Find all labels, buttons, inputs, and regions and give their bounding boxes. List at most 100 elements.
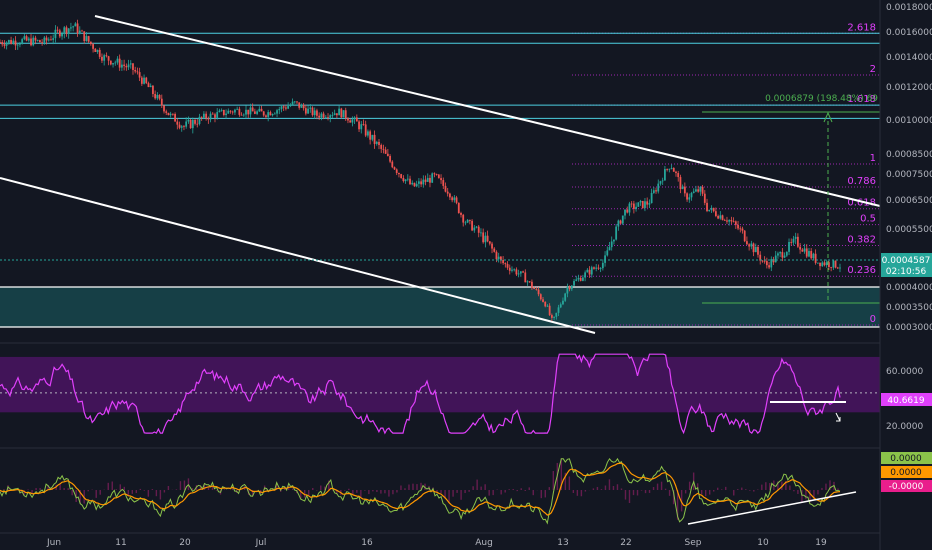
candle-body <box>225 113 227 115</box>
stoch-hist-bar <box>23 490 25 496</box>
candle-body <box>196 123 199 125</box>
stoch-hist-bar <box>580 490 583 497</box>
upper-trendline[interactable] <box>94 15 881 207</box>
candle-body <box>431 173 434 183</box>
time-tick-label: Jun <box>46 538 61 548</box>
candle-body <box>830 267 833 268</box>
candle-body <box>632 203 635 209</box>
stoch-hist-bar <box>420 482 422 490</box>
candle-body <box>630 203 633 205</box>
stoch-hist-bar <box>63 488 65 490</box>
candle-body <box>296 101 298 103</box>
stoch-hist-bar <box>608 479 611 490</box>
candle-body <box>136 71 139 73</box>
candle-body <box>76 23 79 34</box>
candle-body <box>236 108 239 110</box>
stoch-pane[interactable] <box>0 447 880 525</box>
candle-body <box>723 220 726 221</box>
candle-body <box>165 111 168 113</box>
candle-body <box>761 260 764 262</box>
stoch-trendline[interactable] <box>687 491 857 525</box>
candle-body <box>351 119 354 123</box>
candle-body <box>329 115 332 118</box>
rsi-pane[interactable] <box>0 342 880 435</box>
stoch-hist-bar <box>829 480 831 490</box>
stoch-hist-bar <box>147 490 150 497</box>
stoch-hist-bar <box>809 490 811 503</box>
candle-body <box>453 197 456 201</box>
candle-body <box>644 201 646 209</box>
candle-body <box>96 49 99 53</box>
stoch-hist-bar <box>35 488 37 490</box>
candle-body <box>519 271 522 274</box>
candle-body <box>759 254 762 261</box>
stoch-hist-bar <box>504 490 506 493</box>
candle-body <box>774 255 777 263</box>
candle-body <box>238 108 241 115</box>
price-pane[interactable]: 2.618 2 1.618 1 0.786 0.618 0.5 0.382 0.236 0 0.0… <box>0 15 881 334</box>
candle-body <box>249 107 252 115</box>
stoch-hist-bar <box>448 490 450 503</box>
candle-body <box>779 252 782 254</box>
stoch-hist-bar <box>640 490 643 491</box>
candle-body <box>127 64 130 68</box>
time-axis[interactable]: Jun 11 20 Jul 16 Aug 13 22 Sep 10 19 <box>46 538 827 548</box>
candle-body <box>304 108 307 114</box>
projection-tool[interactable]: 0.0006879 (198.48%) 69 <box>702 94 880 304</box>
candle-body <box>344 110 347 119</box>
candle-body <box>114 62 117 64</box>
candle-body <box>143 77 145 84</box>
stoch-hist-bar <box>444 490 446 499</box>
stoch-hist-bar <box>512 489 514 490</box>
candle-body <box>293 101 296 103</box>
stoch-hist-bar <box>336 490 338 495</box>
candle-body <box>473 227 476 231</box>
candle-body <box>191 119 194 129</box>
candle-body <box>338 108 341 116</box>
candle-body <box>209 113 212 120</box>
stoch-hist-bar <box>596 486 599 490</box>
stoch-hist-bar <box>700 490 703 495</box>
candle-body <box>355 117 358 122</box>
candle-body <box>757 246 759 255</box>
candle-body <box>398 172 400 175</box>
candle-body <box>482 232 485 243</box>
candle-body <box>78 30 81 34</box>
candle-body <box>555 312 558 317</box>
candle-body <box>158 94 161 99</box>
candle-body <box>504 263 507 265</box>
candle-body <box>606 250 609 256</box>
candle-body <box>276 110 278 114</box>
stoch-hist-bar <box>789 485 791 490</box>
lower-trendline[interactable] <box>0 177 596 334</box>
candles <box>0 19 841 322</box>
stoch-hist-bar <box>416 484 418 490</box>
candle-body <box>796 236 799 247</box>
stoch-hist-bar <box>644 490 647 494</box>
stoch-hist-bar <box>576 490 579 496</box>
candle-body <box>466 219 469 223</box>
candle-body <box>214 114 216 118</box>
rsi-axis[interactable]: 60.0000 20.0000 <box>886 367 923 432</box>
stoch-hist-bar <box>480 486 482 490</box>
candle-body <box>220 109 223 111</box>
candle-body <box>52 38 55 40</box>
candle-body <box>134 69 137 72</box>
fib-level-label: 0.5 <box>860 214 876 225</box>
candle-body <box>655 190 657 192</box>
stoch-hist-bar <box>131 490 134 494</box>
candle-body <box>171 113 174 115</box>
candle-body <box>608 247 611 251</box>
stoch-hist-bar <box>291 488 294 490</box>
rsi-tick-label: 60.0000 <box>886 367 923 377</box>
candle-body <box>440 178 442 181</box>
candle-body <box>471 220 473 231</box>
candle-body <box>152 85 154 95</box>
candle-body <box>714 211 717 216</box>
stoch-hist-bar <box>19 490 21 494</box>
stoch-hist-bar <box>31 490 33 495</box>
stoch-hist-bar <box>59 484 61 490</box>
stoch-hist-bar <box>364 490 366 491</box>
candle-body <box>652 190 655 193</box>
